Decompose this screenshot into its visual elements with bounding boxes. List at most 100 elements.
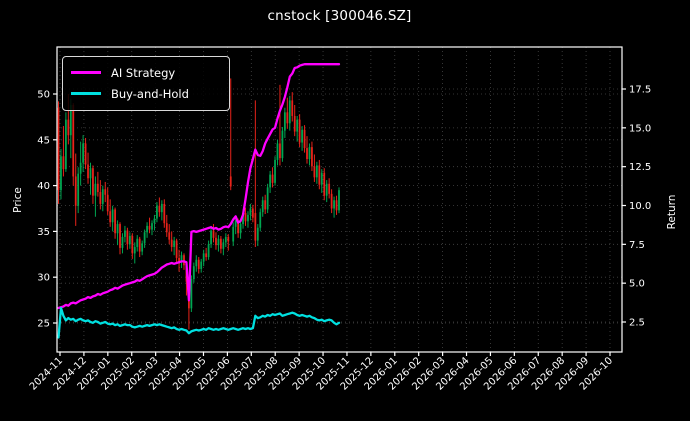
candle-body bbox=[276, 143, 279, 160]
candle-body bbox=[180, 255, 183, 263]
candle-body bbox=[274, 159, 276, 183]
tick-labels: 2530354045502.55.07.510.012.515.017.5202… bbox=[28, 85, 651, 393]
candle-body bbox=[94, 183, 97, 196]
candle-body bbox=[308, 147, 311, 160]
candle-body bbox=[325, 183, 328, 196]
candle-body bbox=[244, 213, 247, 222]
legend-item-ai-strategy: AI Strategy bbox=[71, 62, 219, 83]
candle-body bbox=[330, 193, 333, 209]
candle-body bbox=[87, 164, 89, 179]
right-tick-label: 12.5 bbox=[629, 162, 651, 173]
left-tick-label: 40 bbox=[37, 181, 50, 192]
candle-body bbox=[104, 189, 107, 195]
left-tick-label: 35 bbox=[37, 227, 50, 238]
candle-body bbox=[215, 237, 217, 246]
candle-body bbox=[293, 115, 296, 132]
candle-body bbox=[165, 223, 168, 233]
candle-body bbox=[77, 173, 80, 206]
candle-body bbox=[202, 253, 205, 262]
candle-body bbox=[131, 235, 134, 254]
left-tick-label: 30 bbox=[37, 273, 50, 284]
candle-body bbox=[163, 203, 166, 224]
candle-body bbox=[232, 226, 235, 242]
candle-body bbox=[141, 243, 144, 252]
candle-body bbox=[313, 166, 316, 178]
tick-marks bbox=[53, 88, 626, 356]
candle-body bbox=[296, 119, 299, 132]
legend: AI Strategy Buy-and-Hold bbox=[62, 56, 230, 111]
candle-body bbox=[60, 156, 62, 191]
candle-body bbox=[269, 174, 272, 188]
candle-body bbox=[335, 200, 338, 211]
candle-body bbox=[138, 238, 141, 252]
candle-body bbox=[239, 224, 242, 234]
candle-body bbox=[298, 119, 301, 143]
candle-body bbox=[264, 200, 267, 210]
buy-and-hold-line bbox=[57, 306, 341, 339]
candle-body bbox=[222, 242, 225, 249]
candle-body bbox=[99, 192, 102, 204]
right-tick-label: 15.0 bbox=[629, 123, 651, 134]
candle-body bbox=[72, 104, 75, 177]
candle-body bbox=[266, 187, 269, 210]
candle-body bbox=[249, 208, 252, 215]
candle-body bbox=[67, 119, 70, 136]
candle-body bbox=[136, 238, 139, 247]
candle-body bbox=[242, 213, 244, 225]
candle-body bbox=[271, 174, 274, 183]
candle-body bbox=[173, 240, 176, 247]
right-tick-label: 2.5 bbox=[629, 318, 645, 329]
right-tick-label: 7.5 bbox=[629, 240, 645, 251]
candle-body bbox=[74, 176, 77, 206]
candle-body bbox=[106, 194, 109, 212]
legend-label: AI Strategy bbox=[111, 65, 176, 80]
candle-body bbox=[96, 183, 99, 193]
candle-body bbox=[151, 223, 153, 230]
right-axis-label: Return bbox=[666, 194, 678, 230]
candle-body bbox=[64, 119, 67, 170]
candle-body bbox=[315, 165, 318, 178]
candle-body bbox=[291, 100, 294, 116]
candle-body bbox=[128, 235, 131, 245]
candle-body bbox=[224, 236, 227, 243]
candle-body bbox=[306, 148, 308, 160]
candle-body bbox=[89, 168, 92, 179]
candles-layer bbox=[57, 78, 340, 330]
candle-body bbox=[288, 100, 291, 124]
candle-body bbox=[116, 224, 119, 234]
candle-body bbox=[57, 107, 60, 191]
candle-body bbox=[62, 156, 65, 170]
candle-body bbox=[146, 225, 148, 233]
chart-title: cnstock [300046.SZ] bbox=[267, 8, 412, 24]
candle-body bbox=[109, 211, 112, 223]
gridlines bbox=[57, 47, 622, 352]
candle-body bbox=[338, 190, 340, 211]
candle-body bbox=[133, 246, 136, 254]
candle-body bbox=[92, 168, 94, 196]
candle-body bbox=[156, 205, 158, 219]
candle-body bbox=[124, 230, 126, 237]
candle-body bbox=[121, 236, 124, 248]
candle-body bbox=[212, 230, 215, 238]
plot-border bbox=[56, 46, 623, 353]
candle-body bbox=[175, 240, 178, 258]
ai-strategy-line-swatch bbox=[71, 71, 101, 74]
candle-body bbox=[323, 172, 326, 196]
candle-body bbox=[111, 209, 114, 223]
legend-item-buy-and-hold: Buy-and-Hold bbox=[71, 83, 219, 104]
ai-strategy-line bbox=[57, 63, 341, 310]
candle-body bbox=[195, 259, 198, 267]
candle-body bbox=[158, 205, 161, 213]
candle-body bbox=[281, 130, 284, 159]
candle-body bbox=[234, 220, 237, 227]
candle-body bbox=[170, 239, 173, 247]
candle-body bbox=[153, 218, 156, 224]
candle-body bbox=[333, 200, 335, 209]
candle-body bbox=[205, 253, 208, 258]
candle-body bbox=[79, 162, 82, 174]
candle-body bbox=[261, 200, 264, 213]
candle-body bbox=[82, 143, 85, 163]
candle-body bbox=[126, 230, 129, 245]
